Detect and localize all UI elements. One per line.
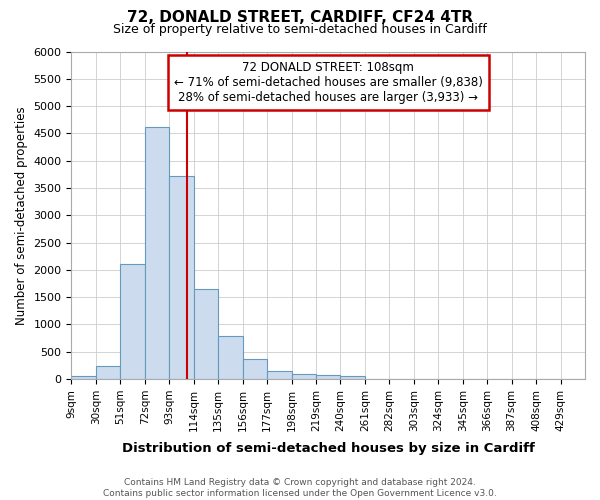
Text: Size of property relative to semi-detached houses in Cardiff: Size of property relative to semi-detach… [113,22,487,36]
Bar [194,289,218,379]
Text: 72, DONALD STREET, CARDIFF, CF24 4TR: 72, DONALD STREET, CARDIFF, CF24 4TR [127,10,473,25]
Text: 72 DONALD STREET: 108sqm
← 71% of semi-detached houses are smaller (9,838)
28% o: 72 DONALD STREET: 108sqm ← 71% of semi-d… [174,62,482,104]
Bar [169,176,194,379]
Bar [145,127,169,379]
Bar [340,376,365,379]
Bar [121,264,145,379]
Text: Contains HM Land Registry data © Crown copyright and database right 2024.
Contai: Contains HM Land Registry data © Crown c… [103,478,497,498]
Bar [96,366,121,379]
X-axis label: Distribution of semi-detached houses by size in Cardiff: Distribution of semi-detached houses by … [122,442,535,455]
Bar [267,370,292,379]
Bar [292,374,316,379]
Bar [218,336,242,379]
Bar [242,359,267,379]
Bar [316,374,340,379]
Y-axis label: Number of semi-detached properties: Number of semi-detached properties [15,106,28,324]
Bar [71,376,96,379]
